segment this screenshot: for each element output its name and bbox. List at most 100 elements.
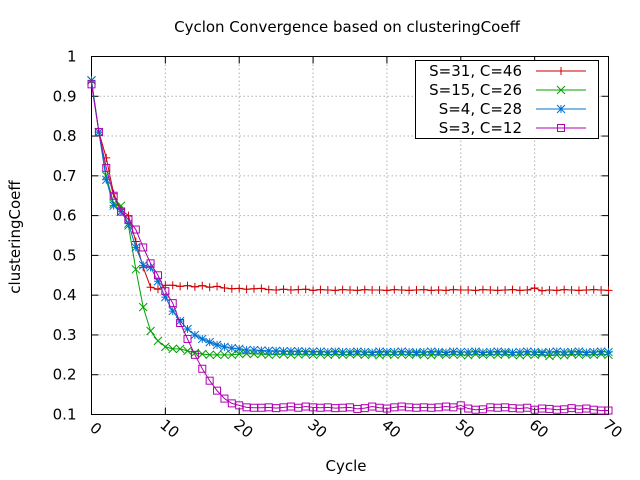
x-tick-label: 0 (86, 419, 105, 439)
data-point (522, 347, 532, 357)
data-point (449, 285, 458, 294)
data-point (397, 285, 406, 294)
data-point (604, 347, 613, 357)
data-point (190, 282, 199, 291)
data-point (589, 285, 598, 294)
data-point (153, 276, 163, 286)
data-point (604, 286, 613, 295)
data-point (434, 347, 443, 357)
data-point (146, 326, 155, 336)
data-point (301, 285, 310, 294)
data-point (168, 299, 177, 308)
y-tick-label: 0.9 (53, 87, 77, 105)
data-point (556, 85, 566, 95)
data-point (360, 347, 370, 357)
data-point (486, 285, 495, 294)
data-point (242, 345, 251, 355)
data-point (175, 316, 185, 326)
data-point (168, 306, 178, 316)
data-point (530, 347, 539, 357)
data-point (471, 347, 480, 357)
data-point (213, 282, 222, 291)
data-point (508, 348, 517, 357)
y-tick-label: 0.6 (53, 207, 77, 225)
data-point (146, 259, 155, 268)
x-tick-label: 70 (600, 416, 626, 442)
data-point (574, 347, 584, 357)
data-point (560, 285, 569, 294)
data-point (463, 347, 473, 357)
data-point (382, 286, 391, 295)
data-point (212, 350, 222, 360)
data-point (589, 347, 599, 357)
data-point (213, 386, 222, 395)
x-tick-label: 50 (452, 416, 478, 442)
data-point (515, 286, 524, 295)
data-point (138, 302, 148, 312)
data-point (227, 343, 237, 353)
data-point (271, 346, 281, 356)
data-point (272, 285, 281, 294)
data-point (220, 342, 229, 352)
data-point (493, 347, 503, 357)
data-point (286, 285, 295, 294)
data-point (175, 344, 185, 354)
y-tick-label: 0.1 (53, 406, 77, 424)
data-point (249, 345, 259, 355)
data-point (404, 347, 414, 357)
data-point (309, 286, 318, 295)
data-point (146, 283, 155, 292)
data-point (183, 334, 192, 343)
data-point (197, 334, 207, 344)
data-point (567, 285, 576, 294)
data-point (212, 340, 222, 350)
data-point (101, 175, 111, 185)
data-point (264, 346, 274, 356)
data-point (124, 215, 133, 224)
data-point (596, 347, 606, 357)
data-point (205, 283, 214, 292)
data-point (308, 347, 318, 357)
data-point (220, 350, 229, 360)
data-point (131, 264, 141, 274)
data-point (345, 347, 355, 357)
data-point (405, 286, 414, 295)
data-point (559, 347, 569, 357)
data-point (227, 350, 237, 360)
data-point (197, 349, 207, 359)
legend-box (415, 60, 599, 139)
data-point (153, 285, 162, 294)
x-tick-label: 10 (156, 416, 182, 442)
data-point (412, 285, 421, 294)
series-line (91, 84, 609, 412)
data-point (183, 346, 192, 356)
data-point (102, 163, 111, 172)
data-point (530, 284, 539, 293)
data-point (220, 284, 229, 293)
data-point (500, 347, 510, 357)
data-point (286, 346, 296, 356)
data-point (582, 285, 591, 294)
y-axis-label: clusteringCoeff (6, 180, 24, 294)
data-point (264, 285, 273, 294)
data-point (109, 201, 119, 211)
data-point (161, 342, 170, 352)
legend-label: S=15, C=26 (429, 81, 522, 99)
data-point (176, 282, 185, 291)
data-point (183, 324, 192, 334)
x-tick-label: 40 (378, 416, 404, 442)
data-point (346, 285, 354, 294)
data-point (168, 281, 177, 290)
data-point (109, 191, 118, 200)
data-point (353, 286, 362, 295)
y-tick-label: 0.8 (53, 127, 77, 145)
legend-label: S=31, C=46 (429, 62, 522, 80)
data-point (375, 285, 384, 294)
legend: S=31, C=46S=15, C=26S=4, C=28S=3, C=12 (415, 60, 599, 139)
data-point (353, 347, 362, 357)
data-point (301, 347, 311, 357)
data-point (567, 347, 576, 357)
data-point (604, 406, 613, 415)
data-point (597, 285, 606, 294)
data-point (493, 286, 502, 295)
